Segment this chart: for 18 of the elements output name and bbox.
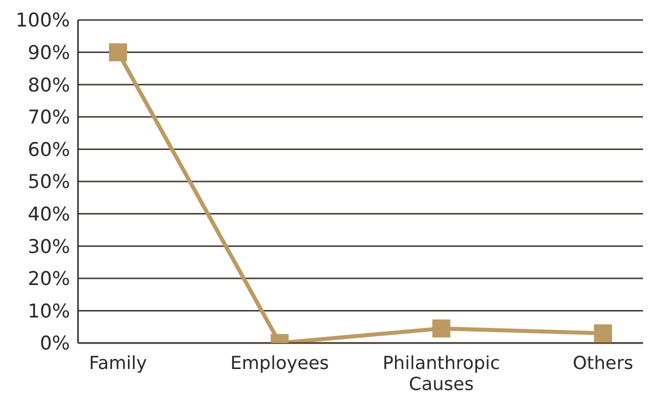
x-tick-label: Philanthropic Causes: [382, 353, 500, 395]
y-tick-label: 90%: [28, 42, 70, 64]
y-tick-label: 0%: [40, 332, 70, 355]
point: [594, 324, 612, 342]
y-tick-label: 100%: [16, 10, 70, 32]
y-tick-label: 80%: [28, 74, 70, 96]
y-tick-label: 40%: [28, 204, 70, 226]
x-tick-label: Employees: [230, 353, 329, 374]
y-tick-label: 60%: [28, 138, 70, 161]
point: [432, 319, 450, 338]
y-tick-label: 30%: [28, 236, 70, 258]
y-tick-label: 50%: [28, 171, 70, 194]
y-tick-label: 10%: [28, 300, 70, 322]
y-tick-label: 20%: [28, 268, 70, 290]
x-tick-label: Family: [89, 353, 148, 374]
y-tick-label: 70%: [28, 106, 70, 129]
x-tick-label: Others: [572, 353, 634, 374]
point: [109, 43, 127, 62]
